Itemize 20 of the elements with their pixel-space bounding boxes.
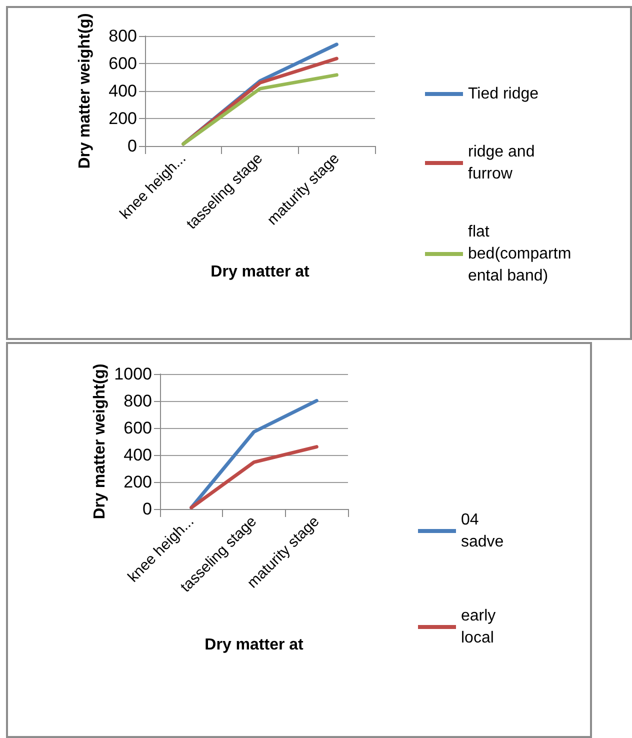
- y-tick-label: 200: [124, 472, 152, 492]
- y-tick-label: 0: [142, 500, 152, 518]
- y-tick-label: 400: [124, 446, 152, 464]
- y-tick-label: 1000: [114, 364, 152, 384]
- x-axis-title: Dry matter at: [204, 636, 304, 654]
- legend-label: flat bed(compartmental band): [468, 224, 572, 284]
- y-tick-label: 800: [124, 392, 152, 410]
- x-axis-title: Dry matter at: [210, 264, 310, 280]
- y-tick-label: 800: [108, 26, 137, 46]
- legend-label: 04 sadve: [461, 512, 504, 550]
- y-tick-label: 200: [108, 109, 137, 128]
- y-axis-title: Dry matter weight(g): [76, 13, 94, 169]
- y-tick-label: 600: [124, 418, 152, 438]
- legend-label: ridge and furrow: [468, 144, 540, 182]
- y-tick-label: 0: [128, 136, 137, 156]
- y-axis-title: Dry matter weight(g): [92, 364, 108, 520]
- y-tick-label: 400: [108, 82, 137, 100]
- y-tick-label: 600: [108, 54, 137, 73]
- legend-label: early local: [461, 608, 500, 646]
- legend-label: Tied ridge: [468, 86, 539, 102]
